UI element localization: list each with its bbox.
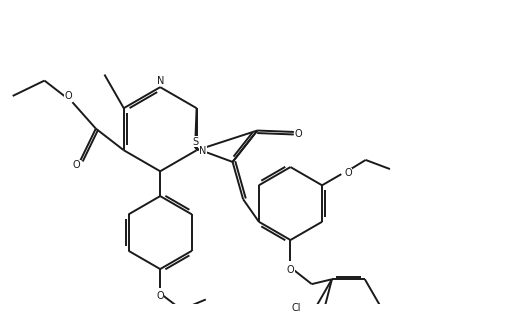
Text: O: O — [65, 91, 72, 101]
Text: S: S — [192, 137, 198, 147]
Text: O: O — [294, 129, 301, 139]
Text: N: N — [156, 76, 164, 85]
Text: N: N — [199, 146, 206, 156]
Text: O: O — [156, 291, 164, 301]
Text: O: O — [344, 168, 352, 178]
Text: O: O — [286, 266, 294, 275]
Text: O: O — [73, 160, 80, 170]
Text: Cl: Cl — [292, 303, 301, 312]
